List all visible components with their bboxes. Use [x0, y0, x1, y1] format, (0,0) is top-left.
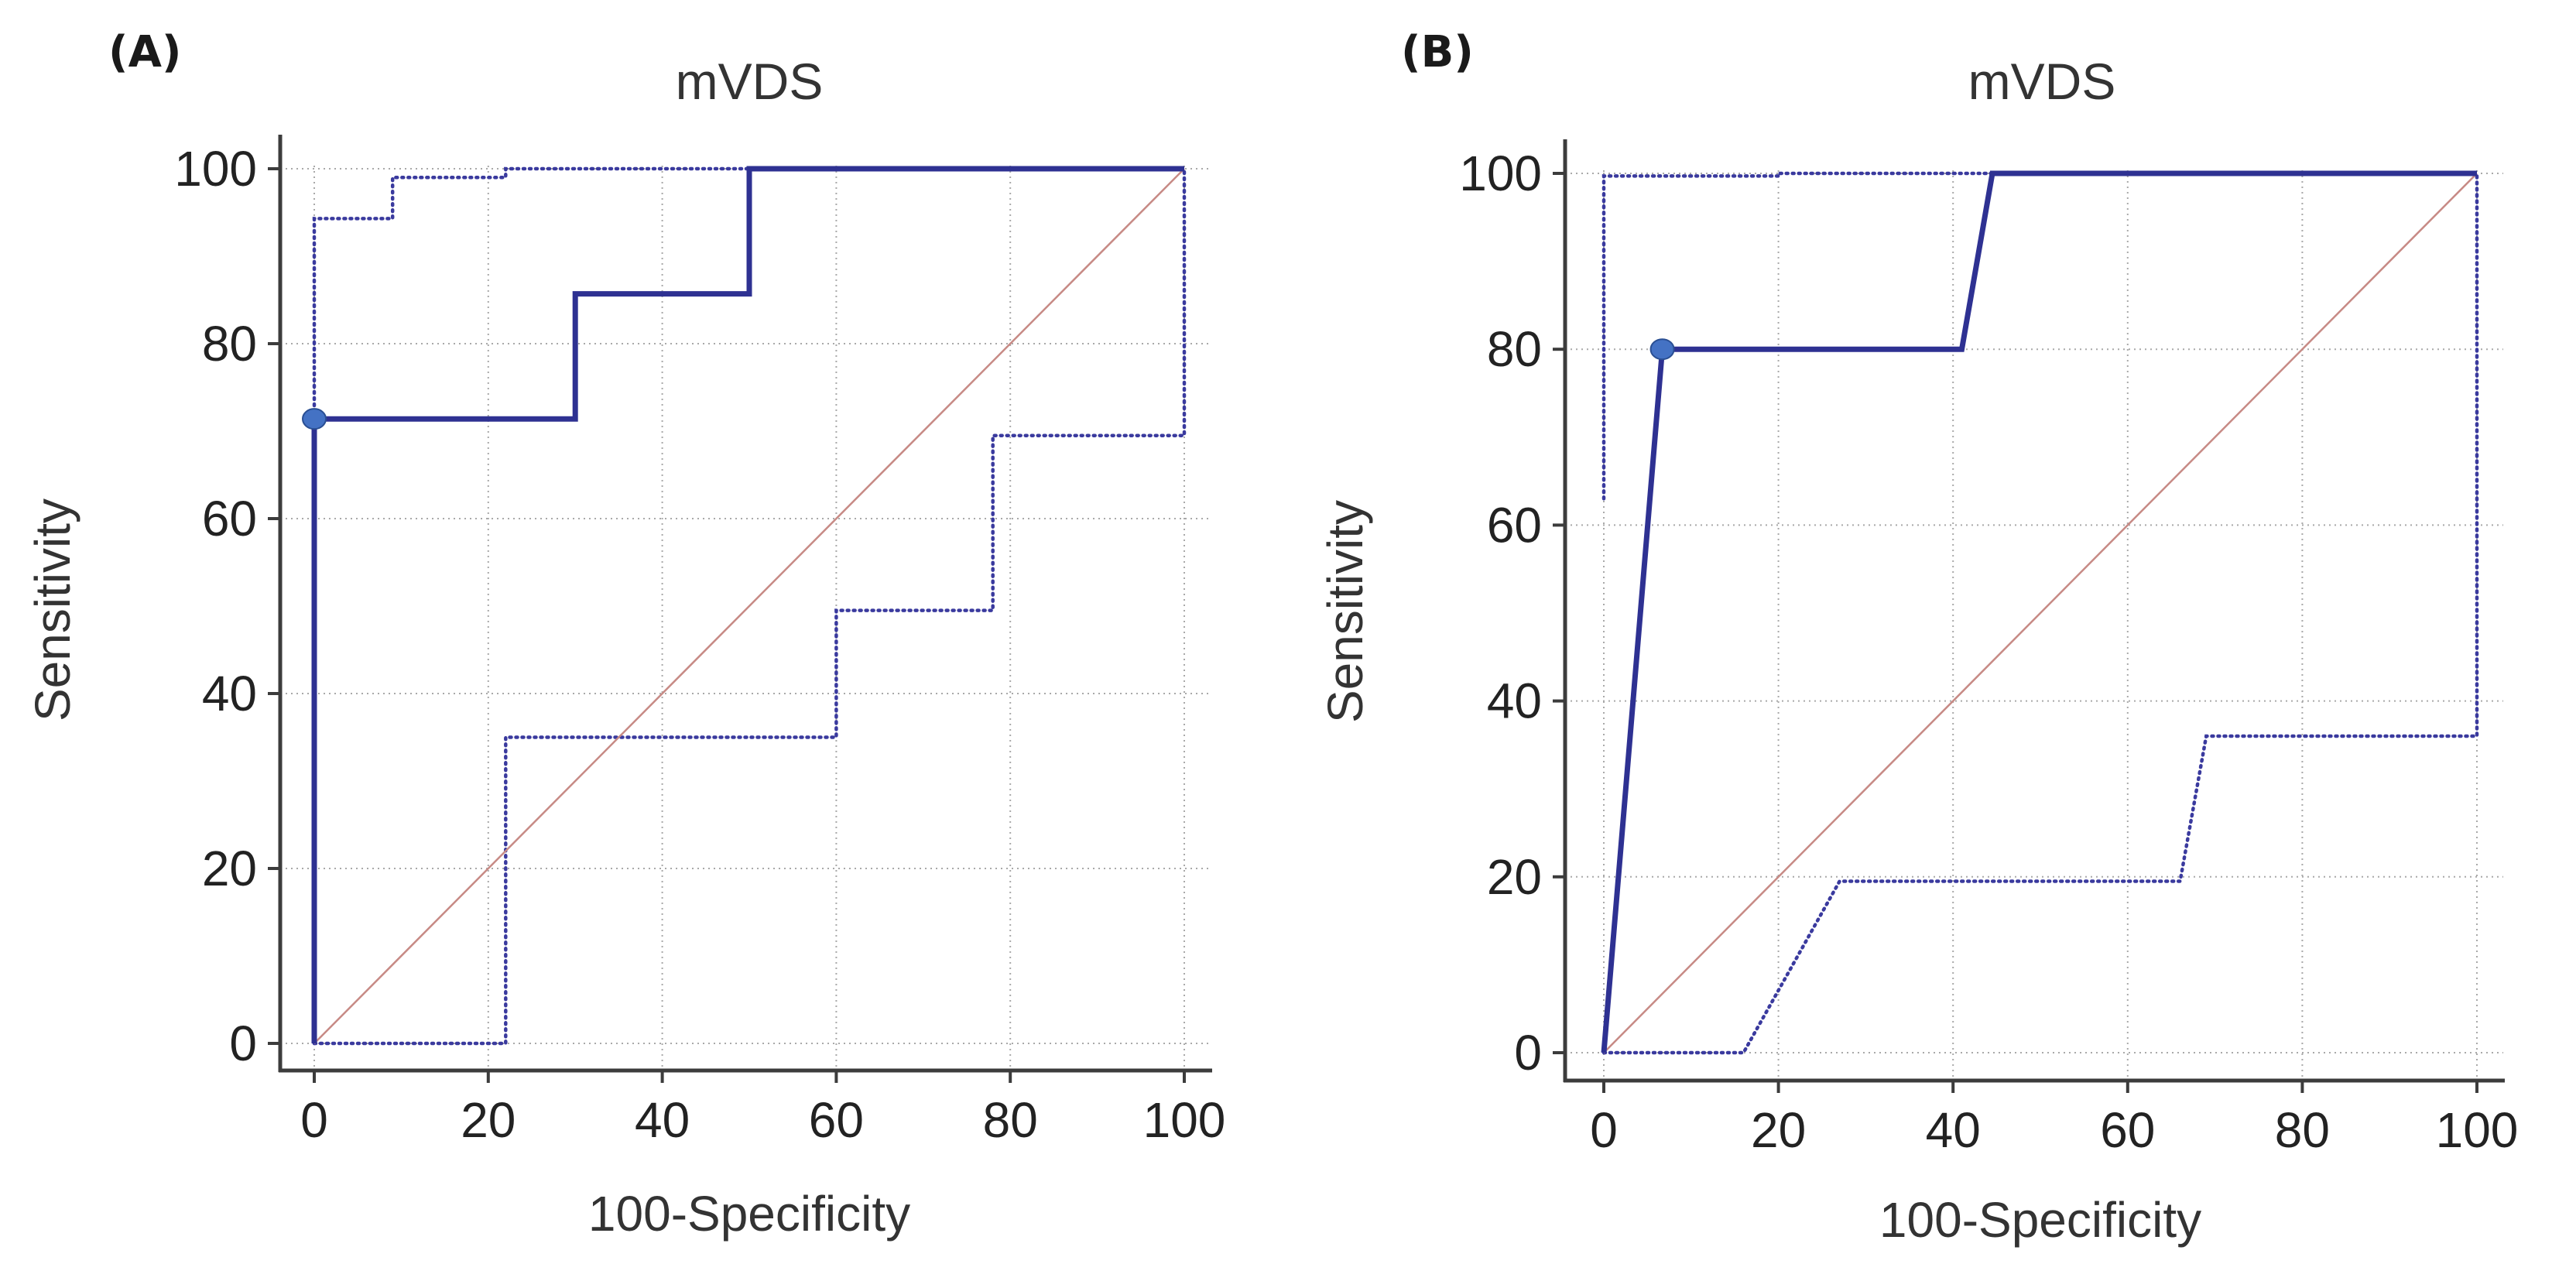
x-tick-label: 100	[2436, 1102, 2519, 1158]
panel-label-b: (B)	[1401, 27, 1474, 77]
reference-diagonal-line	[313, 168, 1185, 1044]
y-tick-label: 40	[1487, 673, 1542, 729]
series-b	[1601, 170, 2479, 1055]
y-tick-label: 0	[1514, 1025, 1542, 1081]
x-tick-label: 40	[635, 1092, 690, 1148]
y-tick-label: 20	[202, 841, 257, 896]
x-tick-label: 60	[2100, 1102, 2155, 1158]
y-tick-label: 60	[202, 491, 257, 546]
ci-lower-line	[1601, 171, 2479, 1055]
ci-lower-line	[312, 166, 1187, 1046]
grid-a	[280, 166, 1211, 1070]
y-axis-title-a: Sensitivity	[25, 498, 80, 721]
panel-a: (A) mVDS 100-Specificity Sensitivity 00 2…	[25, 27, 1225, 1242]
y-tick-label: 0	[229, 1016, 257, 1071]
ci-upper-line	[1601, 171, 2479, 501]
x-tick-label: 100	[1143, 1092, 1226, 1148]
x-tick-label: 80	[983, 1092, 1038, 1148]
roc-curve-line	[1601, 170, 2477, 1053]
y-tick-label: 40	[202, 666, 257, 721]
optimal-cutoff-point	[302, 408, 327, 430]
y-tick-label: 20	[1487, 849, 1542, 905]
y-tick-label: 60	[1487, 497, 1542, 553]
optimal-cutoff-point	[1649, 338, 1675, 361]
reference-diagonal-line	[1603, 173, 2478, 1053]
chart-title-b: mVDS	[1968, 53, 2116, 110]
y-tick-label: 100	[174, 141, 257, 197]
chart-title-a: mVDS	[676, 53, 824, 110]
x-tick-label: 80	[2275, 1102, 2330, 1158]
y-axis-title-b: Sensitivity	[1317, 500, 1373, 723]
y-tick-label: 80	[202, 316, 257, 372]
panel-label-a: (A)	[108, 27, 182, 77]
ci-upper-line	[312, 166, 1187, 1046]
x-tick-label: 40	[1926, 1102, 1981, 1158]
x-axis-title-b: 100-Specificity	[1879, 1192, 2201, 1248]
grid-b	[1565, 170, 2503, 1081]
axes-b: 00 20 20 40 40 60 60 80 80 100 100	[1459, 139, 2518, 1158]
series-a	[302, 166, 1187, 1046]
panel-b: (B) mVDS 100-Specificity Sensitivity 00 2…	[1317, 27, 2518, 1248]
x-tick-label: 60	[809, 1092, 864, 1148]
y-tick-label: 100	[1459, 146, 1542, 201]
x-tick-label: 0	[1590, 1102, 1618, 1158]
x-tick-label: 20	[1751, 1102, 1806, 1158]
x-axis-title-a: 100-Specificity	[588, 1186, 910, 1242]
axes-a: 00 20 20 40 40 60 60 80 80 100 100	[174, 135, 1225, 1148]
x-tick-label: 0	[300, 1092, 328, 1148]
y-tick-label: 80	[1487, 321, 1542, 377]
x-tick-label: 20	[461, 1092, 516, 1148]
